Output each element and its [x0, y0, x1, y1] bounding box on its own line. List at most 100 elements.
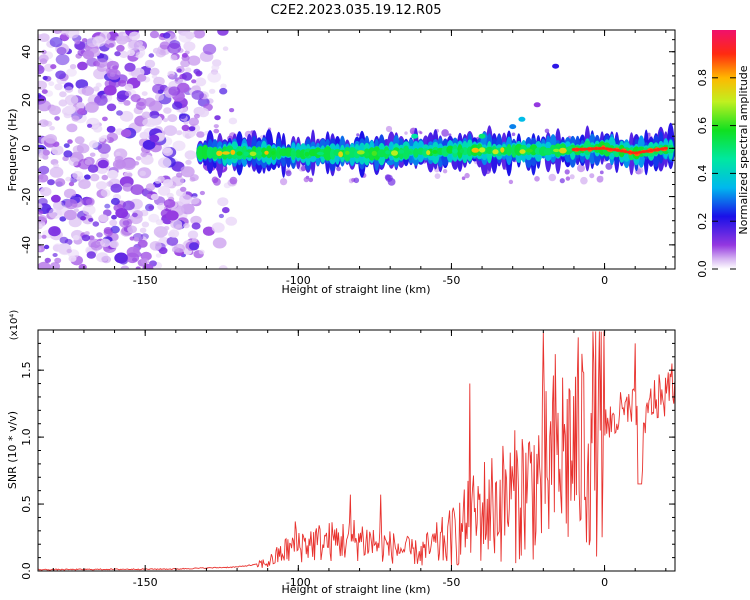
noise-blob — [116, 110, 123, 116]
noise-blob — [90, 241, 103, 251]
noise-blob — [141, 91, 148, 96]
noise-blob — [109, 72, 116, 77]
colorbar-tick-label: 0.2 — [696, 212, 709, 230]
noise-blob — [114, 51, 121, 57]
noise-blob — [544, 128, 550, 134]
spectrum-peak — [316, 151, 325, 156]
noise-blob — [88, 140, 99, 149]
spectrogram-panel: -150 -100 -50 0 -40 -20 0 20 40 Height of strai… — [6, 29, 676, 296]
noise-blob — [139, 170, 146, 176]
y-tick-label: 0.0 — [20, 562, 33, 580]
noise-blob — [133, 237, 140, 242]
noise-blob — [143, 97, 156, 107]
noise-blob — [207, 71, 222, 83]
noise-blob — [127, 225, 137, 234]
spectrum-cell — [485, 146, 494, 154]
noise-blob — [63, 143, 70, 149]
noise-blob — [115, 208, 129, 219]
noise-blob — [73, 208, 79, 213]
noise-blob — [119, 110, 134, 122]
noise-blob — [49, 37, 63, 48]
colorbar-gradient — [712, 30, 736, 269]
noise-blob — [38, 165, 50, 175]
noise-blob — [228, 117, 238, 125]
noise-blob — [188, 132, 195, 138]
noise-blob — [144, 59, 156, 69]
spectrum-core — [634, 151, 639, 155]
noise-blob — [140, 154, 154, 165]
spectrum-peak — [525, 148, 533, 153]
noise-blob — [185, 31, 195, 40]
noise-blob — [202, 226, 215, 236]
spectrum-peak — [398, 149, 405, 154]
noise-blob — [64, 94, 79, 106]
noise-blob — [180, 59, 191, 68]
noise-blob — [74, 39, 81, 45]
noise-blob — [149, 241, 162, 251]
noise-blob — [163, 199, 176, 208]
noise-blob — [71, 115, 80, 122]
noise-blob — [434, 173, 441, 180]
noise-blob — [152, 47, 161, 54]
noise-blob — [153, 76, 165, 86]
spectrum-peak — [264, 150, 269, 155]
noise-blob — [38, 234, 42, 240]
noise-blob — [42, 149, 51, 156]
spectrogram-y-ticks: -40 -20 0 20 40 — [20, 39, 675, 258]
noise-blob — [54, 178, 66, 187]
spectrogram-x-axis-label: Height of straight line (km) — [281, 283, 430, 296]
spectrum-feature — [478, 133, 486, 139]
noise-blob — [54, 257, 62, 264]
noise-blob — [83, 174, 91, 180]
noise-blob — [92, 125, 103, 133]
noise-blob — [38, 178, 42, 183]
noise-blob — [68, 157, 80, 167]
noise-blob — [511, 132, 516, 137]
noise-blob — [121, 158, 136, 170]
noise-blob — [177, 82, 190, 93]
noise-blob — [110, 183, 123, 193]
spectrum-core — [619, 149, 624, 153]
noise-blob — [86, 214, 92, 219]
spectrum-cell — [265, 145, 273, 159]
spectrum-peak — [345, 150, 350, 155]
noise-blob — [189, 177, 196, 182]
noise-blob — [179, 113, 187, 119]
noise-blob — [98, 214, 108, 222]
spectrum-feature — [509, 124, 517, 130]
noise-blob — [149, 110, 160, 119]
colorbar-tick-label: 0.0 — [696, 260, 709, 278]
noise-blob — [38, 215, 47, 223]
noise-blob — [84, 159, 93, 166]
noise-blob — [194, 77, 207, 87]
spectrum-peak — [566, 146, 574, 152]
noise-blob — [38, 80, 47, 90]
noise-blob — [229, 108, 235, 113]
noise-blob — [101, 255, 112, 264]
noise-blob — [172, 101, 183, 110]
noise-blob — [162, 179, 174, 188]
noise-blob — [599, 170, 604, 175]
noise-blob — [122, 200, 135, 211]
noise-blob — [69, 64, 77, 70]
noise-blob — [184, 67, 192, 73]
noise-blob — [77, 108, 86, 115]
noise-blob — [38, 100, 51, 112]
spectrum-core — [641, 150, 646, 154]
noise-blob — [38, 246, 42, 252]
noise-blob — [42, 154, 49, 160]
noise-blob — [38, 203, 43, 210]
colorbar-ticks: 0.0 0.2 0.4 0.6 0.8 — [696, 69, 736, 278]
spectrum-peak — [391, 150, 398, 156]
noise-blob — [154, 93, 165, 101]
noise-blob — [195, 71, 202, 77]
noise-blob — [199, 190, 205, 196]
y-tick-label: -40 — [20, 236, 33, 254]
spectrum-peak — [257, 151, 263, 156]
noise-blob — [49, 126, 55, 131]
noise-blob — [124, 83, 134, 91]
noise-blob — [158, 247, 168, 255]
spectrum-peak — [304, 151, 310, 157]
y-tick-label: 1.5 — [20, 361, 33, 379]
noise-blob — [139, 131, 149, 140]
